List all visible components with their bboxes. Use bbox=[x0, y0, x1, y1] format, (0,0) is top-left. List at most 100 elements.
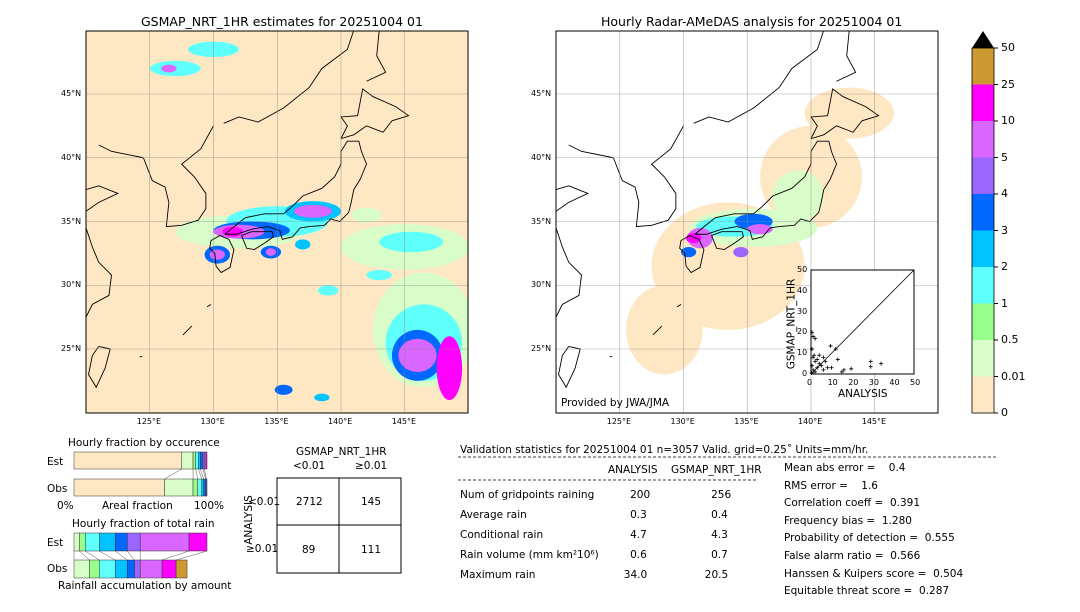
scatter-point bbox=[868, 364, 873, 369]
contingency-row-2: ≥0.01 bbox=[246, 543, 279, 555]
totalrain-bar-segment bbox=[73, 559, 90, 579]
coastline bbox=[556, 185, 590, 212]
contingency-col-1: <0.01 bbox=[293, 460, 326, 472]
right-map-content bbox=[556, 31, 938, 413]
cell-2-2: 111 bbox=[361, 544, 382, 556]
scatter-point bbox=[821, 367, 826, 372]
scatter-point bbox=[841, 367, 846, 372]
stats-row-label: Rain volume (mm km²10⁶) bbox=[460, 549, 599, 561]
lat-tick-label: 25°N bbox=[531, 344, 552, 353]
lon-tick-label: 140°E bbox=[328, 417, 353, 426]
totalrain-connector bbox=[79, 550, 90, 561]
contingency-row-1: <0.01 bbox=[248, 496, 281, 508]
scatter-point bbox=[815, 365, 820, 370]
scatter-x-tick: 50 bbox=[910, 378, 921, 387]
lat-tick-label: 35°N bbox=[531, 216, 552, 226]
totalrain-title: Hourly fraction of total rain bbox=[72, 518, 215, 530]
colorbar-label: 4 bbox=[1001, 187, 1008, 200]
score-line: Hanssen & Kuipers score = 0.504 bbox=[784, 567, 964, 580]
totalrain-bar-segment bbox=[73, 532, 80, 552]
occurrence-tick-0: 0% bbox=[57, 500, 74, 512]
stats-header: Validation statistics for 20251004 01 n=… bbox=[460, 444, 869, 456]
totalrain-bar-segment bbox=[99, 559, 116, 579]
occurrence-connector bbox=[200, 468, 204, 480]
rain-area bbox=[733, 247, 749, 258]
coastline bbox=[711, 231, 744, 251]
occurrence-bar-segment bbox=[195, 451, 199, 470]
coastline bbox=[223, 31, 354, 124]
colorbar-label: 2 bbox=[1001, 260, 1008, 273]
scatter-x-tick: 10 bbox=[827, 378, 838, 387]
scatter-y-tick: 40 bbox=[797, 285, 808, 295]
lon-tick-label: 145°E bbox=[391, 417, 417, 426]
cell-1-2: 145 bbox=[361, 496, 382, 508]
colorbar-label: 1 bbox=[1001, 296, 1008, 310]
lat-tick-label: 45°N bbox=[531, 89, 552, 98]
lon-tick-label: 135°E bbox=[734, 417, 759, 426]
occurrence-title: Hourly fraction by occurence bbox=[68, 437, 220, 449]
scatter-point bbox=[813, 336, 818, 341]
scatter-point bbox=[810, 330, 815, 335]
scatter-point bbox=[821, 355, 826, 360]
scatter-point bbox=[810, 347, 815, 352]
occurrence-bar-segment bbox=[181, 451, 194, 470]
score-line: Mean abs error = 0.4 bbox=[784, 462, 906, 474]
scatter-y-tick: 50 bbox=[797, 265, 808, 274]
totalrain-bar-segment bbox=[175, 559, 188, 579]
coastline bbox=[86, 227, 112, 318]
scatter-point bbox=[811, 367, 816, 372]
coastline bbox=[224, 140, 367, 240]
coastline bbox=[568, 144, 614, 159]
score-line: Equitable threat score = 0.287 bbox=[784, 585, 950, 598]
coastline bbox=[612, 125, 684, 228]
totalrain-connector bbox=[127, 550, 135, 561]
scatter-x-tick: 40 bbox=[889, 378, 900, 387]
occurrence-bar-segment bbox=[198, 451, 201, 470]
scatter-point bbox=[828, 343, 833, 348]
occurrence-connector bbox=[164, 468, 182, 480]
left-map-title: GSMAP_NRT_1HR estimates for 20251004 01 bbox=[141, 14, 423, 29]
left-map-content bbox=[86, 31, 468, 413]
colorbar-segment bbox=[972, 230, 994, 267]
score-line: False alarm ratio = 0.566 bbox=[784, 550, 921, 562]
coastline bbox=[556, 227, 582, 318]
lat-tick-label: 35°N bbox=[61, 216, 82, 226]
score-line: Probability of detection = 0.555 bbox=[784, 532, 955, 545]
scatter-x-tick: 20 bbox=[848, 378, 859, 387]
scatter-diagonal bbox=[810, 269, 915, 375]
occurrence-est-label: Est bbox=[47, 456, 64, 468]
colorbar-segment bbox=[972, 84, 994, 121]
totalrain-bar-segment bbox=[188, 532, 208, 552]
totalrain-obs-label: Obs bbox=[47, 563, 68, 575]
scatter-point bbox=[829, 365, 834, 370]
totalrain-est-label: Est bbox=[47, 537, 64, 549]
occurrence-bar-segment bbox=[201, 478, 204, 497]
scatter-point bbox=[817, 353, 822, 358]
colorbar-segment bbox=[972, 267, 994, 304]
coastline bbox=[836, 31, 857, 82]
scatter-point bbox=[868, 359, 873, 364]
rain-area bbox=[314, 393, 330, 402]
lon-tick-label: 140°E bbox=[798, 417, 823, 426]
right-map-frame bbox=[555, 30, 939, 414]
coastline bbox=[86, 185, 120, 212]
lat-tick-label: 40°N bbox=[531, 152, 552, 162]
rain-area bbox=[274, 384, 293, 395]
score-line: RMS error = 1.6 bbox=[784, 479, 878, 492]
scatter-point bbox=[879, 361, 884, 366]
occurrence-connector bbox=[202, 468, 206, 480]
scatter-point bbox=[811, 334, 816, 339]
occurrence-bar-segment bbox=[73, 451, 182, 470]
totalrain-bar-segment bbox=[114, 532, 128, 552]
scatter-point bbox=[811, 355, 816, 360]
coastline bbox=[142, 125, 214, 228]
occurrence-obs-label: Obs bbox=[47, 483, 68, 495]
occurrence-xlabel: Areal fraction bbox=[102, 500, 173, 512]
left-map bbox=[85, 30, 469, 414]
totalrain-connector bbox=[115, 550, 128, 561]
occurrence-bar-segment bbox=[192, 451, 196, 470]
coastline bbox=[98, 144, 144, 159]
scatter-point bbox=[812, 353, 817, 358]
coastline bbox=[652, 325, 663, 336]
scatter-x-tick: 0 bbox=[807, 378, 813, 387]
